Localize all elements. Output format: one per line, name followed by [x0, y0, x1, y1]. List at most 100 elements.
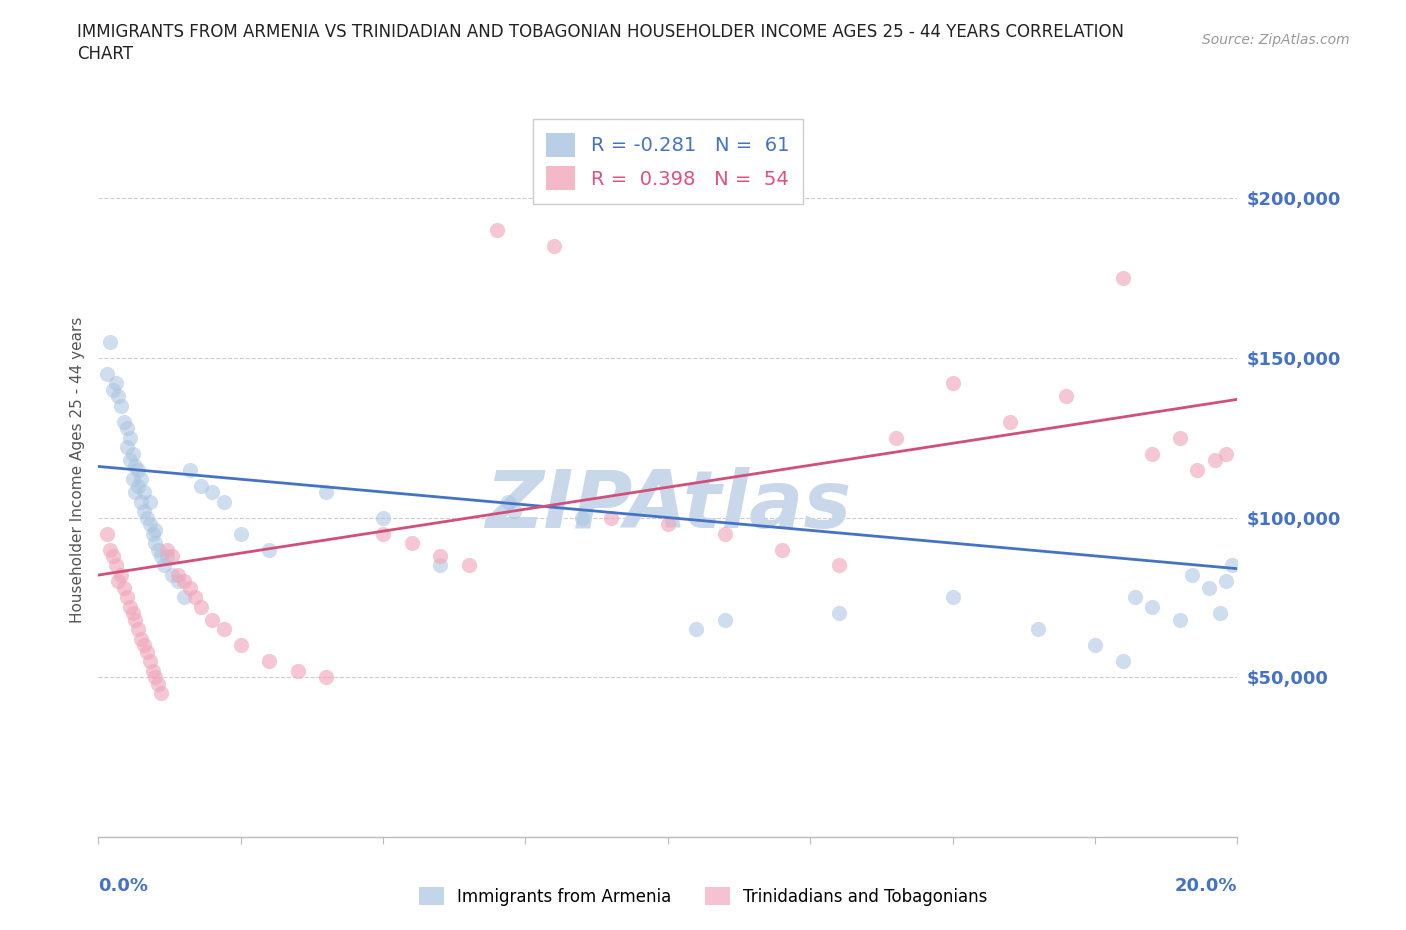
Point	[132, 638, 155, 653]
Point	[118, 431, 141, 445]
Point	[998, 414, 1021, 429]
Point	[1187, 462, 1209, 477]
Point	[118, 453, 141, 468]
Point	[942, 376, 965, 391]
Point	[132, 504, 155, 519]
Legend: R = -0.281   N =  61, R =  0.398   N =  54: R = -0.281 N = 61, R = 0.398 N = 54	[533, 119, 803, 204]
Point	[104, 558, 127, 573]
Point	[148, 542, 170, 557]
Point	[1204, 453, 1226, 468]
Point	[98, 542, 121, 557]
Point	[229, 526, 252, 541]
Point	[124, 459, 146, 474]
Point	[486, 222, 509, 237]
Point	[110, 398, 132, 413]
Point	[179, 462, 201, 477]
Text: IMMIGRANTS FROM ARMENIA VS TRINIDADIAN AND TOBAGONIAN HOUSEHOLDER INCOME AGES 25: IMMIGRANTS FROM ARMENIA VS TRINIDADIAN A…	[77, 23, 1125, 41]
Point	[942, 590, 965, 604]
Point	[118, 600, 141, 615]
Point	[167, 567, 190, 582]
Point	[173, 574, 195, 589]
Point	[173, 590, 195, 604]
Point	[167, 574, 190, 589]
Point	[121, 472, 143, 486]
Point	[112, 580, 135, 595]
Point	[1209, 606, 1232, 621]
Point	[201, 485, 224, 499]
Point	[156, 549, 179, 564]
Point	[124, 612, 146, 627]
Point	[1220, 558, 1243, 573]
Point	[571, 511, 593, 525]
Point	[212, 622, 235, 637]
Point	[429, 549, 451, 564]
Point	[107, 574, 129, 589]
Text: Source: ZipAtlas.com: Source: ZipAtlas.com	[1202, 33, 1350, 46]
Point	[96, 366, 118, 381]
Point	[503, 504, 526, 519]
Point	[132, 485, 155, 499]
Point	[457, 558, 479, 573]
Point	[1198, 580, 1220, 595]
Point	[124, 485, 146, 499]
Point	[121, 606, 143, 621]
Point	[127, 622, 149, 637]
Point	[685, 622, 707, 637]
Point	[212, 494, 235, 509]
Point	[112, 414, 135, 429]
Point	[371, 526, 394, 541]
Point	[190, 600, 212, 615]
Point	[129, 494, 152, 509]
Point	[145, 670, 167, 684]
Point	[401, 536, 423, 551]
Point	[145, 536, 167, 551]
Point	[770, 542, 793, 557]
Point	[1026, 622, 1049, 637]
Point	[190, 478, 212, 493]
Point	[110, 567, 132, 582]
Point	[148, 676, 170, 691]
Point	[657, 516, 679, 531]
Point	[259, 542, 281, 557]
Text: CHART: CHART	[77, 45, 134, 62]
Point	[1112, 654, 1135, 669]
Point	[201, 612, 224, 627]
Point	[98, 335, 121, 350]
Point	[229, 638, 252, 653]
Point	[141, 663, 163, 678]
Legend: Immigrants from Armenia, Trinidadians and Tobagonians: Immigrants from Armenia, Trinidadians an…	[412, 881, 994, 912]
Point	[115, 440, 138, 455]
Point	[141, 526, 163, 541]
Point	[1215, 446, 1237, 461]
Point	[127, 462, 149, 477]
Point	[127, 478, 149, 493]
Point	[135, 511, 157, 525]
Point	[429, 558, 451, 573]
Point	[1140, 446, 1163, 461]
Point	[179, 580, 201, 595]
Point	[1181, 567, 1204, 582]
Point	[828, 558, 851, 573]
Point	[138, 654, 160, 669]
Point	[150, 549, 173, 564]
Y-axis label: Householder Income Ages 25 - 44 years: Householder Income Ages 25 - 44 years	[69, 316, 84, 623]
Point	[153, 558, 176, 573]
Text: ZIPAtlas: ZIPAtlas	[485, 468, 851, 545]
Point	[1170, 431, 1192, 445]
Point	[156, 542, 179, 557]
Point	[121, 446, 143, 461]
Point	[145, 523, 167, 538]
Point	[115, 420, 138, 435]
Point	[162, 567, 184, 582]
Point	[107, 389, 129, 404]
Point	[1140, 600, 1163, 615]
Point	[1215, 574, 1237, 589]
Point	[1170, 612, 1192, 627]
Point	[315, 670, 337, 684]
Point	[498, 494, 520, 509]
Point	[135, 644, 157, 659]
Point	[101, 549, 124, 564]
Point	[184, 590, 207, 604]
Point	[714, 612, 737, 627]
Point	[884, 431, 907, 445]
